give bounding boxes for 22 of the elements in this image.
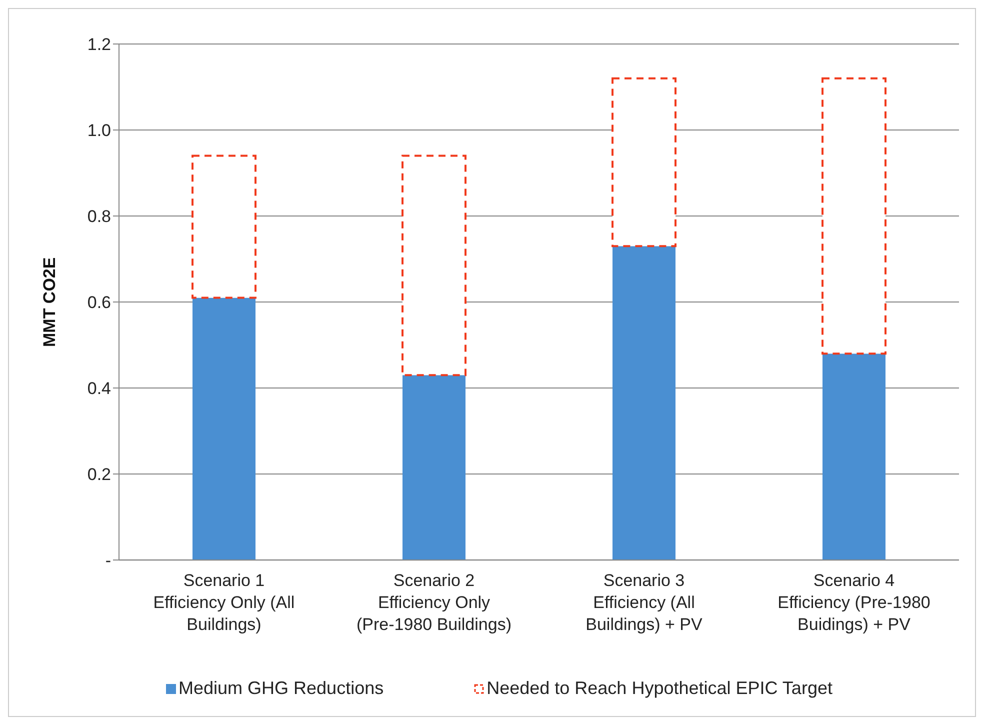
bar — [822, 77, 886, 355]
bar — [612, 77, 676, 248]
bar — [612, 246, 676, 560]
bar — [192, 154, 256, 299]
x-tick-label: Scenario 3 Efficiency (All Buildings) + PV — [586, 571, 704, 634]
y-tick-label: - — [105, 551, 111, 570]
y-tick-label: 0.4 — [87, 379, 111, 398]
legend-label: Medium GHG Reductions — [178, 678, 384, 699]
x-tick-label: Scenario 1 Efficiency Only (All Buildings) — [153, 571, 295, 634]
y-tick-label: 1.2 — [87, 35, 111, 54]
x-tick-label: Scenario 2 Efficiency Only (Pre-1980 Buildings) — [356, 571, 512, 634]
y-tick-label: 0.2 — [87, 465, 111, 484]
bar — [192, 298, 256, 560]
y-tick-label: 0.6 — [87, 293, 111, 312]
y-tick-label: 1.0 — [87, 121, 111, 140]
bar — [822, 354, 886, 560]
bar — [402, 375, 466, 560]
bar — [402, 154, 466, 376]
x-tick-label: Scenario 4 Efficiency (Pre-1980 Buidings) + PV — [778, 571, 930, 634]
y-axis-title: MMT CO2E — [40, 257, 60, 347]
legend-label: Needed to Reach Hypothetical EPIC Target — [486, 678, 832, 699]
y-tick-label: 0.8 — [87, 207, 111, 226]
